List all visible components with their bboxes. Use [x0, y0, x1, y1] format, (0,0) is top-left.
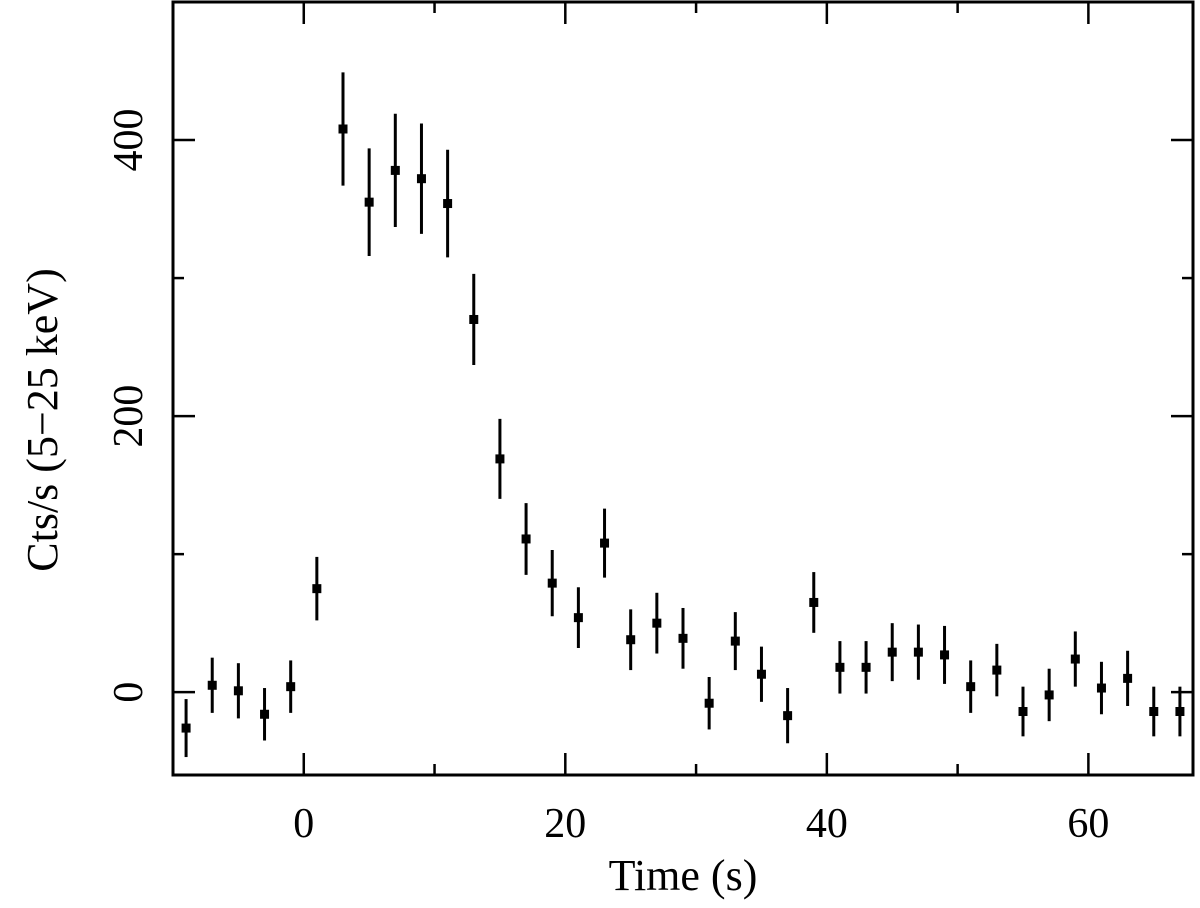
- data-point: [835, 641, 845, 694]
- y-tick-label: 0: [106, 682, 152, 703]
- point-marker: [652, 618, 662, 628]
- point-marker: [678, 633, 688, 643]
- data-point: [1070, 631, 1080, 687]
- data-point: [756, 646, 766, 702]
- data-point: [547, 550, 557, 617]
- data-point: [495, 418, 505, 499]
- y-tick-label: 200: [106, 385, 152, 448]
- data-point: [364, 148, 374, 256]
- point-marker: [835, 662, 845, 672]
- point-marker: [260, 709, 270, 719]
- data-point: [626, 609, 636, 671]
- point-marker: [1096, 683, 1106, 693]
- point-marker: [443, 199, 453, 209]
- data-point: [260, 688, 270, 741]
- data-point: [286, 660, 296, 713]
- point-marker: [1018, 707, 1028, 717]
- point-marker: [338, 124, 348, 134]
- point-marker: [992, 665, 1002, 675]
- data-point: [233, 663, 243, 719]
- point-marker: [207, 680, 217, 690]
- point-marker: [1070, 654, 1080, 664]
- point-marker: [233, 686, 243, 696]
- data-point: [913, 624, 923, 680]
- data-point: [1175, 686, 1185, 737]
- point-marker: [469, 314, 479, 324]
- point-marker: [756, 669, 766, 679]
- point-marker: [181, 723, 191, 733]
- data-point: [940, 625, 950, 684]
- data-point: [443, 149, 453, 258]
- x-axis-label: Time (s): [609, 851, 758, 900]
- data-point: [390, 113, 400, 227]
- data-point: [1044, 668, 1054, 722]
- axis-ticks: [171, 2, 1193, 775]
- data-point: [887, 623, 897, 682]
- point-marker: [940, 650, 950, 660]
- data-point: [600, 508, 610, 578]
- data-point: [783, 688, 793, 744]
- point-marker: [312, 584, 322, 594]
- data-point: [966, 660, 976, 713]
- point-marker: [547, 578, 557, 588]
- data-point: [573, 587, 583, 649]
- point-marker: [390, 165, 400, 175]
- point-marker: [1123, 673, 1133, 683]
- data-point: [416, 123, 426, 234]
- data-point: [207, 657, 217, 713]
- data-point: [469, 273, 479, 366]
- point-marker: [704, 698, 714, 708]
- point-marker: [364, 197, 374, 207]
- data-point: [992, 643, 1002, 697]
- data-point: [861, 641, 871, 694]
- data-point: [730, 612, 740, 671]
- point-marker: [966, 682, 976, 692]
- plot-frame: [171, 0, 1195, 777]
- point-marker: [913, 647, 923, 657]
- data-point: [1149, 686, 1159, 737]
- point-marker: [573, 613, 583, 623]
- point-marker: [861, 662, 871, 672]
- data-point: [809, 572, 819, 633]
- x-tick-label: 20: [544, 801, 586, 847]
- point-marker: [809, 597, 819, 607]
- data-point: [312, 556, 322, 621]
- data-points: [181, 72, 1185, 758]
- point-marker: [626, 635, 636, 645]
- data-point: [704, 676, 714, 730]
- point-marker: [1044, 690, 1054, 700]
- point-marker: [887, 647, 897, 657]
- point-marker: [730, 636, 740, 646]
- data-point: [521, 503, 531, 575]
- point-marker: [286, 682, 296, 692]
- data-point: [678, 607, 688, 669]
- y-axis-label: Cts/s (5−25 keV): [18, 268, 67, 571]
- data-point: [1123, 650, 1133, 706]
- data-point: [338, 72, 348, 186]
- y-tick-label: 400: [106, 109, 152, 172]
- point-marker: [416, 174, 426, 184]
- point-marker: [1149, 707, 1159, 717]
- tick-labels: 0 20 40 60 0 200 400: [106, 109, 1109, 847]
- data-point: [1096, 661, 1106, 715]
- x-tick-label: 60: [1067, 801, 1109, 847]
- data-point: [652, 592, 662, 654]
- x-tick-label: 40: [806, 801, 848, 847]
- point-marker: [495, 454, 505, 464]
- point-marker: [600, 538, 610, 548]
- data-point: [1018, 686, 1028, 737]
- point-marker: [1175, 707, 1185, 717]
- x-tick-label: 0: [293, 801, 314, 847]
- point-marker: [521, 534, 531, 544]
- point-marker: [783, 711, 793, 721]
- data-point: [181, 699, 191, 758]
